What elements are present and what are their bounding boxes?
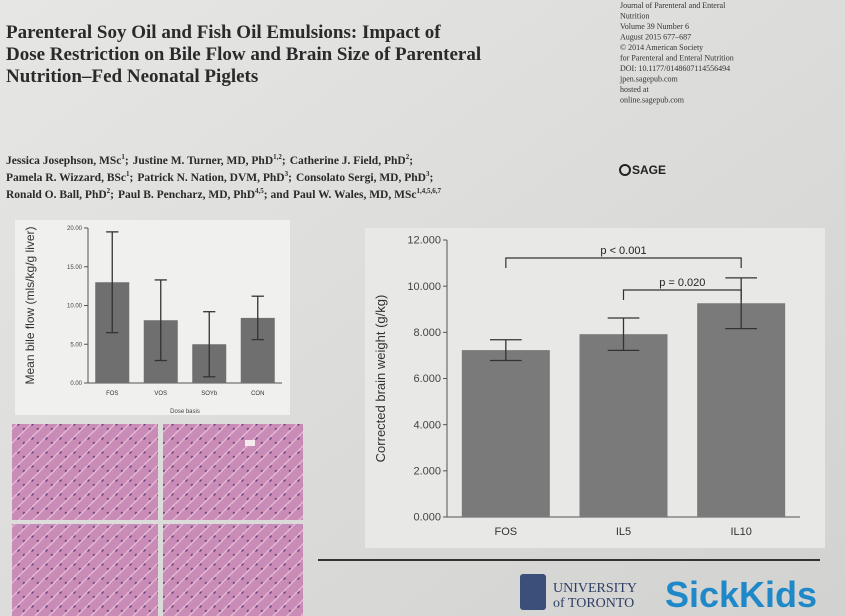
- y-tick-label: 5.00: [70, 342, 82, 348]
- journal-line: Nutrition: [620, 12, 649, 21]
- x-tick-label: IL5: [616, 526, 631, 538]
- y-tick-label: 10.00: [67, 304, 83, 310]
- author-separator: ;: [130, 172, 134, 184]
- y-axis-label: Mean bile flow (mls/kg/g liver): [23, 226, 37, 384]
- author-affiliation: 1: [121, 153, 125, 161]
- y-tick-label: 4.000: [413, 419, 441, 431]
- author-separator: ;: [409, 155, 413, 167]
- bar: [579, 334, 668, 517]
- publisher: SAGE: [632, 163, 666, 177]
- journal-line: for Parenteral and Enteral Nutrition: [620, 54, 734, 63]
- y-tick-label: 8.000: [413, 327, 441, 339]
- author-name: Patrick N. Nation, DVM, PhD: [137, 172, 284, 184]
- y-tick-label: 0.000: [413, 512, 441, 524]
- y-tick-label: 2.000: [413, 466, 441, 478]
- author-name: Pamela R. Wizzard, BSc: [6, 172, 126, 184]
- title-line: Nutrition–Fed Neonatal Piglets: [6, 66, 258, 87]
- y-tick-label: 0.00: [70, 381, 82, 387]
- x-tick-label: FOS: [106, 391, 118, 397]
- x-tick-label: VOS: [154, 391, 167, 397]
- university-logo: of TORONTO: [553, 596, 634, 611]
- y-tick-label: 12.000: [407, 235, 441, 247]
- author-affiliation: 3: [285, 170, 289, 178]
- journal-line: © 2014 American Society: [620, 43, 703, 52]
- author-line: Ronald O. Ball, PhD2; Paul B. Pencharz, M…: [6, 187, 441, 201]
- author-affiliation: 2: [107, 187, 111, 195]
- author-separator: ;: [125, 155, 129, 167]
- author-affiliation: 1,4,5,6,7: [416, 187, 441, 195]
- journal-line: hosted at: [620, 85, 649, 94]
- journal-line: August 2015 677–687: [620, 33, 691, 42]
- author-separator: ;: [282, 155, 286, 167]
- y-tick-label: 10.000: [407, 281, 441, 293]
- author-name: Justine M. Turner, MD, PhD: [133, 155, 273, 167]
- author-affiliation: 2: [406, 153, 410, 161]
- university-crest: [520, 574, 546, 610]
- y-tick-label: 6.000: [413, 373, 441, 385]
- hospital-logo: SickKids: [665, 574, 817, 615]
- journal-line: jpen.sagepub.com: [619, 75, 679, 84]
- x-tick-label: SOYb: [201, 391, 218, 397]
- journal-line: DOI: 10.1177/0148607114556494: [620, 64, 730, 73]
- small-chart-panel: [15, 220, 290, 415]
- author-name: Paul B. Pencharz, MD, PhD: [118, 189, 255, 201]
- author-name: Catherine J. Field, PhD: [290, 155, 406, 167]
- histology-image: [163, 524, 303, 616]
- author-affiliation: 1,2: [273, 153, 282, 161]
- significance-label: p = 0.020: [659, 277, 705, 289]
- significance-bracket: [622, 289, 742, 300]
- x-tick-label: FOS: [495, 526, 518, 538]
- author-separator: ; and: [264, 189, 290, 201]
- bar: [461, 350, 550, 517]
- y-tick-label: 15.00: [67, 265, 83, 271]
- histology-image: [12, 424, 158, 520]
- author-separator: ;: [288, 172, 292, 184]
- author-affiliation: 3: [426, 170, 430, 178]
- histology-image: [163, 424, 303, 520]
- significance-label: p < 0.001: [600, 245, 646, 257]
- x-tick-label: CON: [251, 391, 264, 397]
- author-affiliation: 1: [126, 170, 130, 178]
- author-line: Pamela R. Wizzard, BSc1; Patrick N. Natio…: [6, 170, 433, 184]
- journal-line: online.sagepub.com: [620, 96, 685, 105]
- x-axis-label: Dose basis: [170, 409, 200, 415]
- journal-line: Journal of Parenteral and Enteral: [620, 1, 726, 10]
- author-separator: ;: [429, 172, 433, 184]
- author-name: Ronald O. Ball, PhD: [6, 189, 107, 201]
- title-line: Parenteral Soy Oil and Fish Oil Emulsion…: [6, 22, 441, 43]
- author-affiliation: 4,5: [255, 187, 264, 195]
- significance-bracket: [505, 257, 742, 268]
- author-separator: ;: [110, 189, 114, 201]
- university-logo: UNIVERSITY: [553, 581, 637, 596]
- y-tick-label: 20.00: [67, 226, 83, 232]
- author-name: Consolato Sergi, MD, PhD: [296, 172, 426, 184]
- journal-line: Volume 39 Number 6: [620, 22, 689, 31]
- vessel: [245, 440, 255, 446]
- author-name: Jessica Josephson, MSc: [6, 155, 121, 167]
- y-axis-label: Corrected brain weight (g/kg): [373, 295, 388, 463]
- bar: [697, 303, 786, 517]
- publisher-mark: [619, 164, 631, 176]
- author-line: Jessica Josephson, MSc1; Justine M. Turne…: [6, 153, 413, 167]
- author-name: Paul W. Wales, MD, MSc: [293, 189, 416, 201]
- x-tick-label: IL10: [730, 526, 751, 538]
- histology-image: [12, 524, 158, 616]
- title-line: Dose Restriction on Bile Flow and Brain …: [6, 44, 481, 65]
